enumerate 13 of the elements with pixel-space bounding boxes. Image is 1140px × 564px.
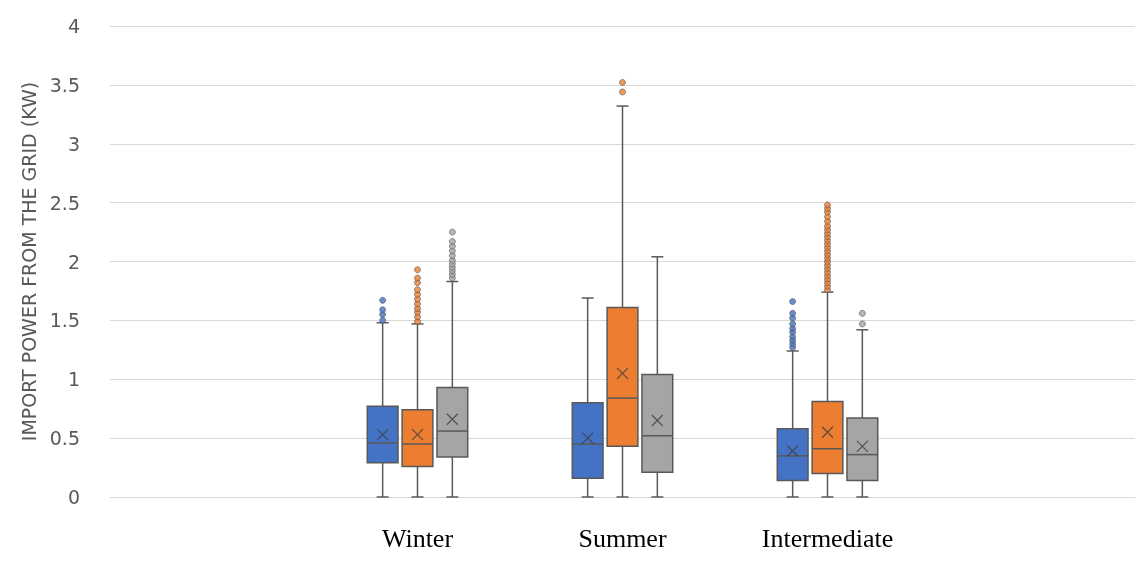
y-tick-label: 4 (67, 15, 80, 37)
y-axis-title: IMPORT POWER FROM THE GRID (KW) (18, 81, 41, 442)
y-tick-label: 3.5 (49, 73, 80, 96)
y-tick-label: 0 (67, 486, 80, 508)
y-tick-label: 1 (67, 368, 80, 391)
y-tick-label: 2 (67, 250, 80, 273)
y-tick-label: 2.5 (49, 191, 80, 214)
x-tick-label: Summer (578, 523, 667, 553)
y-tick-label: 1.5 (49, 309, 80, 332)
y-tick-label: 3 (67, 132, 80, 155)
x-tick-label: Winter (381, 523, 454, 553)
y-tick-label: 0.5 (49, 427, 80, 450)
x-tick-label: Intermediate (761, 523, 894, 553)
